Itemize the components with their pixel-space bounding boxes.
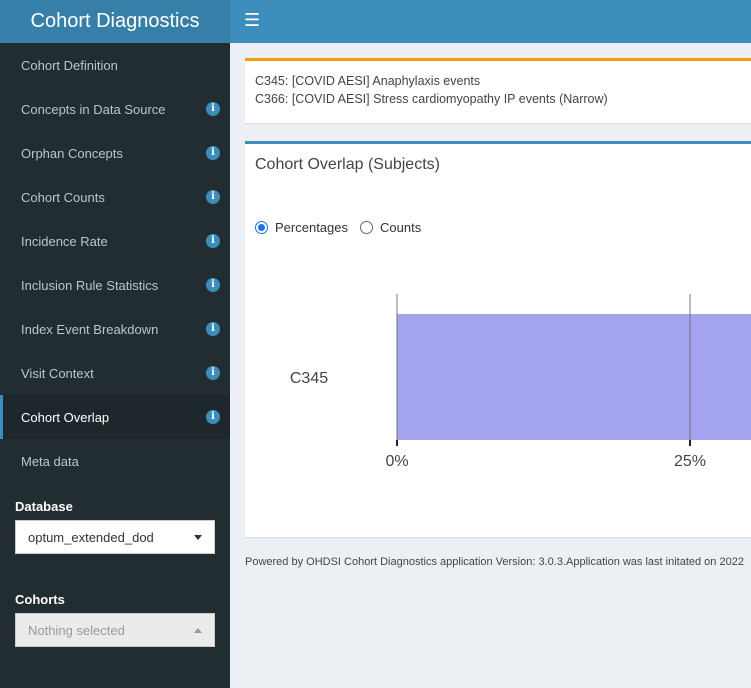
sidebar-item-cohort-counts[interactable]: Cohort Counts i [0,175,230,219]
sidebar-item-meta-data[interactable]: Meta data [0,439,230,483]
chevron-down-icon [194,535,202,540]
sidebar-item-label: Index Event Breakdown [21,321,159,337]
sidebar-item-cohort-overlap[interactable]: Cohort Overlap i [0,395,230,439]
bar-c345 [397,314,751,440]
footer-text: Powered by OHDSI Cohort Diagnostics appl… [245,556,744,568]
sidebar-item-incidence-rate[interactable]: Incidence Rate i [0,219,230,263]
database-select[interactable]: optum_extended_dod [15,520,215,554]
info-icon[interactable]: i [206,410,220,424]
info-icon[interactable]: i [206,102,220,116]
overlap-title: Cohort Overlap (Subjects) [255,156,440,173]
sidebar-item-label: Cohort Definition [21,57,118,73]
sidebar-item-label: Cohort Counts [21,189,105,205]
sidebar-item-orphan-concepts[interactable]: Orphan Concepts i [0,131,230,175]
info-icon[interactable]: i [206,322,220,336]
info-icon[interactable]: i [206,278,220,292]
info-icon[interactable]: i [206,366,220,380]
cohorts-label: Cohorts [15,592,65,607]
sidebar-item-label: Inclusion Rule Statistics [21,277,159,293]
sidebar-item-label: Visit Context [21,365,94,381]
info-icon[interactable]: i [206,146,220,160]
database-select-value: optum_extended_dod [28,529,154,545]
sidebar-item-label: Orphan Concepts [21,145,123,161]
selected-cohorts-box: C345: [COVID AESI] Anaphylaxis events C3… [245,58,751,123]
sidebar-menu: Cohort Definition Concepts in Data Source… [0,43,230,483]
selected-cohort-line: C366: [COVID AESI] Stress cardiomyopathy… [255,92,608,106]
counts-radio[interactable] [360,221,373,234]
sidebar-item-label: Incidence Rate [21,233,108,249]
x-tick-label: 0% [385,453,408,470]
sidebar-item-index-event-breakdown[interactable]: Index Event Breakdown i [0,307,230,351]
info-icon[interactable]: i [206,234,220,248]
hamburger-menu-icon[interactable]: ☰ [244,10,261,31]
info-icon[interactable]: i [206,190,220,204]
percentages-radio[interactable] [255,221,268,234]
sidebar-item-visit-context[interactable]: Visit Context i [0,351,230,395]
database-label: Database [15,499,73,514]
chevron-up-icon [194,628,202,633]
app-title: Cohort Diagnostics [0,0,230,43]
y-category-label: C345 [290,370,328,387]
cohort-overlap-box: Cohort Overlap (Subjects) Percentages Co… [245,141,751,537]
sidebar-item-concepts-in-data-source[interactable]: Concepts in Data Source i [0,87,230,131]
cohorts-select-placeholder: Nothing selected [28,622,125,638]
sidebar: Cohort Definition Concepts in Data Source… [0,43,230,688]
x-tick-label: 25% [674,453,706,470]
counts-radio-label[interactable]: Counts [380,220,422,235]
top-navbar: ☰ [230,0,751,43]
sidebar-item-label: Meta data [21,453,79,469]
overlap-mode-radio-group: Percentages Counts [255,220,421,235]
overlap-chart: 0% 25% C345 [290,294,751,470]
selected-cohort-line: C345: [COVID AESI] Anaphylaxis events [255,74,481,88]
sidebar-item-inclusion-rule-statistics[interactable]: Inclusion Rule Statistics i [0,263,230,307]
percentages-radio-label[interactable]: Percentages [275,220,348,235]
sidebar-item-cohort-definition[interactable]: Cohort Definition [0,43,230,87]
sidebar-item-label: Concepts in Data Source [21,101,166,117]
cohorts-select[interactable]: Nothing selected [15,613,215,647]
sidebar-item-label: Cohort Overlap [21,409,110,425]
